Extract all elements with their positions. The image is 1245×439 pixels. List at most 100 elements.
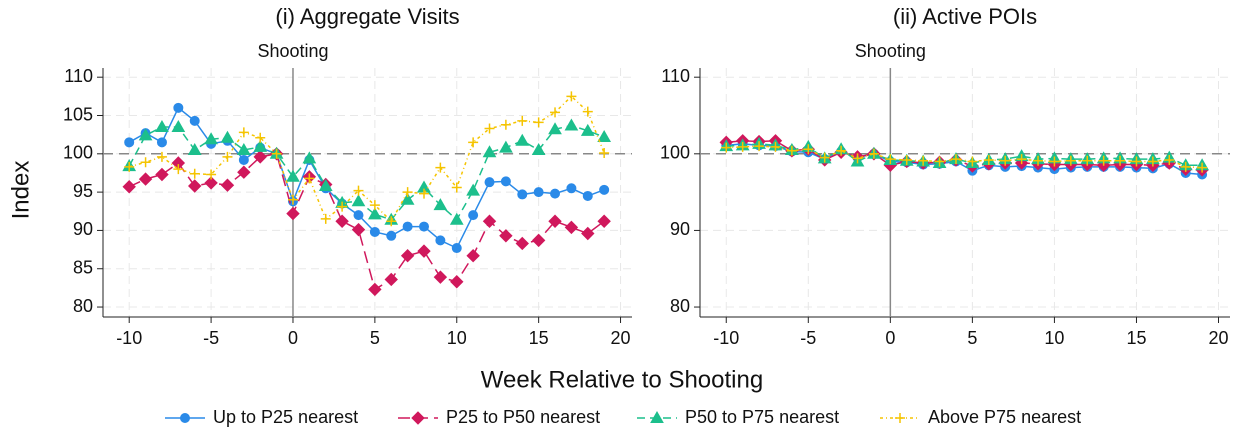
- marker: [419, 188, 430, 199]
- marker: [236, 142, 251, 155]
- marker: [1197, 162, 1208, 173]
- marker: [950, 154, 961, 165]
- marker: [533, 187, 544, 198]
- marker: [451, 182, 462, 193]
- marker: [171, 119, 186, 132]
- marker: [1180, 161, 1191, 172]
- marker: [155, 167, 169, 182]
- x-tick-label: -5: [203, 328, 219, 348]
- marker: [173, 102, 184, 113]
- marker: [155, 119, 169, 132]
- y-tick-label: 90: [73, 219, 93, 239]
- marker: [819, 152, 830, 163]
- marker: [286, 206, 300, 221]
- marker: [548, 214, 562, 228]
- marker: [400, 192, 415, 205]
- marker: [419, 221, 430, 232]
- marker: [302, 151, 317, 164]
- marker: [450, 275, 464, 289]
- x-tick-label: 15: [1126, 328, 1146, 348]
- x-tick-label: 0: [885, 328, 895, 348]
- marker: [466, 249, 480, 263]
- marker: [1082, 155, 1093, 166]
- marker: [124, 137, 135, 148]
- y-tick-label: 110: [661, 66, 690, 86]
- x-tick-label: 15: [529, 328, 549, 348]
- marker: [515, 236, 529, 251]
- marker: [449, 212, 464, 225]
- x-tick-label: 20: [1208, 328, 1228, 348]
- marker: [1098, 155, 1109, 166]
- x-tick-label: 10: [447, 328, 467, 348]
- marker: [895, 413, 905, 423]
- marker: [353, 185, 364, 196]
- marker: [451, 243, 462, 254]
- marker: [351, 222, 366, 237]
- marker: [580, 123, 595, 136]
- marker: [353, 210, 364, 221]
- legend-label: P50 to P75 nearest: [685, 407, 839, 427]
- marker: [1049, 156, 1060, 167]
- marker: [318, 178, 333, 191]
- marker: [180, 413, 190, 423]
- marker: [220, 130, 235, 143]
- y-tick-label: 110: [64, 66, 93, 86]
- marker: [517, 189, 528, 200]
- marker: [156, 137, 167, 148]
- marker: [400, 249, 415, 263]
- panel-title: (i) Aggregate Visits: [275, 4, 459, 29]
- marker: [500, 119, 511, 130]
- marker: [187, 142, 202, 155]
- marker: [500, 176, 511, 187]
- marker: [287, 194, 298, 205]
- marker: [983, 154, 994, 165]
- marker: [885, 154, 896, 165]
- marker: [1016, 154, 1027, 165]
- x-tick-label: 5: [370, 328, 380, 348]
- marker: [721, 142, 732, 153]
- marker: [253, 139, 268, 152]
- marker: [597, 129, 612, 142]
- marker: [222, 151, 233, 162]
- marker: [466, 183, 480, 196]
- marker: [901, 154, 912, 165]
- marker: [189, 115, 200, 126]
- legend-label: Above P75 nearest: [928, 407, 1081, 427]
- marker: [204, 132, 218, 145]
- marker: [531, 142, 546, 155]
- series-line: [128, 106, 605, 250]
- marker: [550, 188, 561, 199]
- marker: [156, 151, 167, 162]
- y-tick-label: 100: [660, 143, 690, 163]
- marker: [368, 207, 382, 220]
- y-tick-label: 80: [670, 296, 690, 316]
- marker: [271, 148, 282, 159]
- marker: [138, 128, 153, 141]
- marker: [386, 230, 397, 241]
- marker: [582, 106, 593, 117]
- marker: [868, 148, 879, 159]
- legend-label: P25 to P50 nearest: [446, 407, 600, 427]
- marker: [967, 156, 978, 167]
- marker: [484, 123, 495, 134]
- marker: [599, 148, 610, 159]
- marker: [140, 157, 151, 168]
- marker: [1147, 156, 1158, 167]
- marker: [433, 198, 448, 211]
- x-tick-label: -10: [116, 328, 142, 348]
- x-tick-label: 20: [611, 328, 631, 348]
- marker: [417, 244, 431, 258]
- marker: [433, 270, 448, 284]
- marker: [515, 133, 530, 146]
- series-line: [128, 124, 605, 221]
- marker: [369, 226, 380, 237]
- legend-label: Up to P25 nearest: [213, 407, 358, 427]
- marker: [1131, 156, 1142, 167]
- marker: [786, 145, 797, 156]
- marker: [852, 153, 863, 164]
- marker: [499, 229, 513, 243]
- marker: [122, 180, 136, 194]
- marker: [1065, 155, 1076, 166]
- marker: [482, 214, 497, 228]
